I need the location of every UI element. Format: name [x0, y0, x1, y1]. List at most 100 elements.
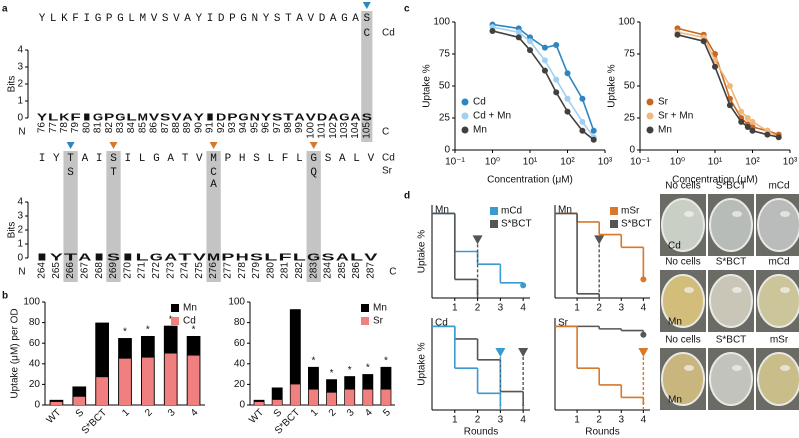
sequence-letter: V: [368, 153, 375, 165]
y-tick-label: 100: [618, 17, 635, 28]
position-number: 265: [51, 262, 62, 279]
well: [661, 352, 705, 406]
logo-letter: Y: [261, 113, 272, 124]
y-tick-label: 4: [17, 45, 23, 56]
legend-label: Cd + Mn: [473, 111, 511, 122]
well: [757, 274, 799, 328]
data-point: [764, 131, 771, 138]
data-point: [726, 102, 733, 109]
position-number: 77: [48, 122, 59, 134]
y-axis-label: Uptake %: [607, 64, 618, 107]
x-tick-label: 2: [596, 303, 602, 314]
position-number: 277: [223, 262, 234, 279]
legend-swatch: [171, 304, 179, 312]
significance-mark: *: [311, 356, 315, 367]
position-number: 283: [308, 262, 319, 279]
data-point: [564, 108, 571, 115]
c-terminus: C: [382, 127, 389, 138]
sequence-letter: A: [296, 13, 303, 25]
legend-marker: [646, 126, 654, 134]
significance-mark: *: [366, 363, 370, 374]
logo-letter: A: [328, 113, 338, 124]
x-axis-label: Rounds: [585, 427, 619, 438]
significance-mark: *: [348, 365, 352, 376]
significance-mark: *: [146, 325, 150, 336]
x-tick-label: 10²: [745, 157, 760, 168]
logo-letter: D: [216, 113, 226, 124]
highlight-column: [306, 151, 321, 282]
x-tick-label: 10³: [783, 157, 798, 168]
logo-letter: I: [35, 253, 49, 264]
legend-label: mSr: [621, 206, 640, 217]
photo-label: No cells: [665, 257, 701, 268]
sequence-letter: Y: [53, 153, 60, 165]
position-number: 79: [70, 122, 81, 134]
legend-marker: [646, 112, 654, 120]
data-point: [712, 63, 718, 70]
bar: [326, 392, 337, 405]
photo-label: S*BCT: [716, 257, 747, 268]
x-tick-label: 10³: [598, 157, 613, 168]
legend-swatch: [610, 220, 618, 228]
sequence-letter: S: [325, 153, 332, 165]
logo-letter: L: [264, 253, 277, 264]
legend-label: Mn: [658, 125, 672, 136]
logo-letter: T: [283, 113, 293, 124]
data-point: [674, 31, 681, 38]
logo-letter: A: [182, 113, 192, 124]
position-number: 267: [80, 262, 91, 279]
sequence-letter: Y: [195, 13, 202, 25]
logo-letter: P: [227, 113, 238, 124]
sequence-letter: F: [282, 153, 289, 165]
data-point: [744, 115, 751, 121]
logo-letter: Y: [50, 253, 64, 264]
data-point: [527, 38, 533, 45]
well: [757, 198, 799, 252]
well: [709, 274, 753, 328]
photo-label: mSr: [770, 335, 789, 346]
position-number: 282: [294, 262, 305, 279]
logo-letter: I: [93, 253, 107, 264]
data-point: [553, 42, 560, 49]
sequence-letter: D: [218, 13, 225, 25]
mutation-tag: Cd: [382, 153, 395, 164]
bar: [50, 401, 63, 405]
position-number: 281: [280, 262, 291, 279]
logo-letter: Y: [37, 113, 48, 124]
data-point: [590, 136, 597, 143]
logo-letter: S: [250, 253, 264, 264]
position-arrow: [309, 142, 318, 149]
y-tick-label: 3: [17, 62, 23, 73]
logo-letter: G: [339, 113, 350, 124]
position-number: 271: [137, 262, 148, 279]
logo-letter: V: [306, 113, 317, 124]
end-point: [640, 276, 647, 283]
logo-letter: V: [364, 253, 378, 264]
y-axis-label: Uptake %: [417, 230, 428, 273]
y-tick-label: 3: [17, 211, 23, 222]
well-highlight: [732, 365, 742, 371]
photo-label: mCd: [768, 257, 789, 268]
y-tick-label: 25: [439, 113, 451, 124]
sequence-letter: S: [363, 13, 370, 25]
sequence-letter: A: [184, 13, 191, 25]
position-number: 105: [361, 122, 372, 139]
logo-letter: A: [294, 113, 304, 124]
bar: [344, 389, 355, 405]
bar: [271, 387, 283, 405]
x-tick-label: 2: [475, 303, 481, 314]
photo-label: No cells: [665, 335, 701, 346]
sequence-letter: G: [153, 153, 160, 165]
x-tick-label: 4: [520, 303, 526, 314]
logo-letter: F: [279, 253, 292, 264]
position-number: 100: [305, 122, 316, 139]
x-tick-label: 1: [574, 303, 580, 314]
y-tick-label: 75: [624, 49, 636, 60]
position-number: 84: [126, 122, 137, 134]
sequence-letter: F: [72, 13, 79, 25]
y-tick-label: 60: [29, 338, 41, 349]
logo-letter: P: [104, 113, 115, 124]
logo-letter: D: [317, 113, 327, 124]
data-point: [489, 27, 496, 34]
legend-marker: [461, 112, 469, 120]
